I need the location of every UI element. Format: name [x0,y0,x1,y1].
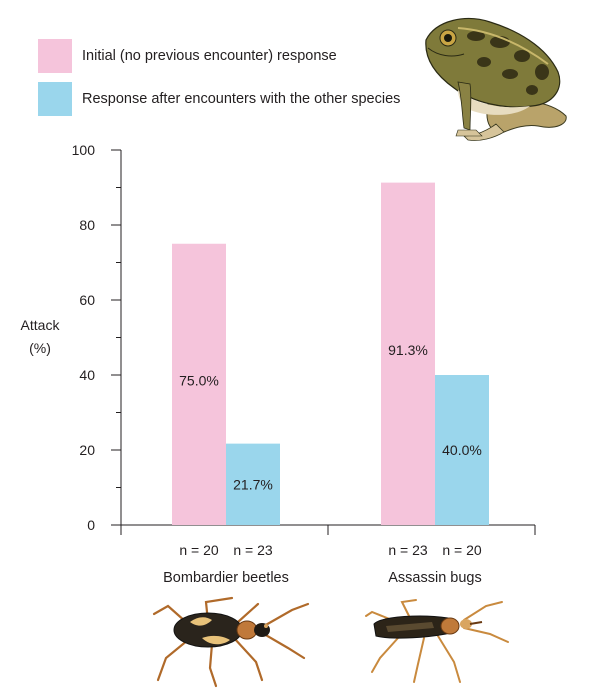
y-tick-label: 20 [79,442,95,458]
sample-size-label: n = 20 [442,542,482,558]
legend-label-initial: Initial (no previous encounter) response [82,48,337,64]
bar-after-0 [226,443,280,525]
sample-size-label: n = 23 [233,542,273,558]
bar-initial-1 [381,182,435,525]
y-tick-label: 80 [79,217,95,233]
sample-size-label: n = 20 [179,542,219,558]
legend-label-after: Response after encounters with the other… [82,91,401,107]
y-tick-label: 40 [79,367,95,383]
bar-value-label: 75.0% [179,372,219,388]
frog-illustration [425,18,567,141]
legend-item-after: Response after encounters with the other… [38,82,400,116]
y-tick-label: 0 [87,517,95,533]
legend-swatch-initial [38,39,72,73]
bombardier-beetle-illustration [152,596,310,688]
category-label: Bombardier beetles [163,570,289,586]
legend-item-initial: Initial (no previous encounter) response [38,39,337,73]
bar-value-label: 21.7% [233,476,273,492]
assassin-bug-illustration [365,599,509,683]
bar-initial-0 [172,243,226,525]
bar-layer [172,182,489,525]
legend-swatch-after [38,82,72,116]
y-axis-label-line1: Attack [21,317,61,333]
bar-after-1 [435,375,489,525]
label-layer: 75.0% n = 20 21.7% n = 23 Bombardier beetles… [163,342,482,586]
y-tick-label: 60 [79,292,95,308]
y-axis-label-line2: (%) [29,340,51,356]
bar-value-label: 91.3% [388,342,428,358]
category-label: Assassin bugs [388,570,482,586]
sample-size-label: n = 23 [388,542,428,558]
y-tick-label: 100 [72,142,96,158]
bar-value-label: 40.0% [442,442,482,458]
